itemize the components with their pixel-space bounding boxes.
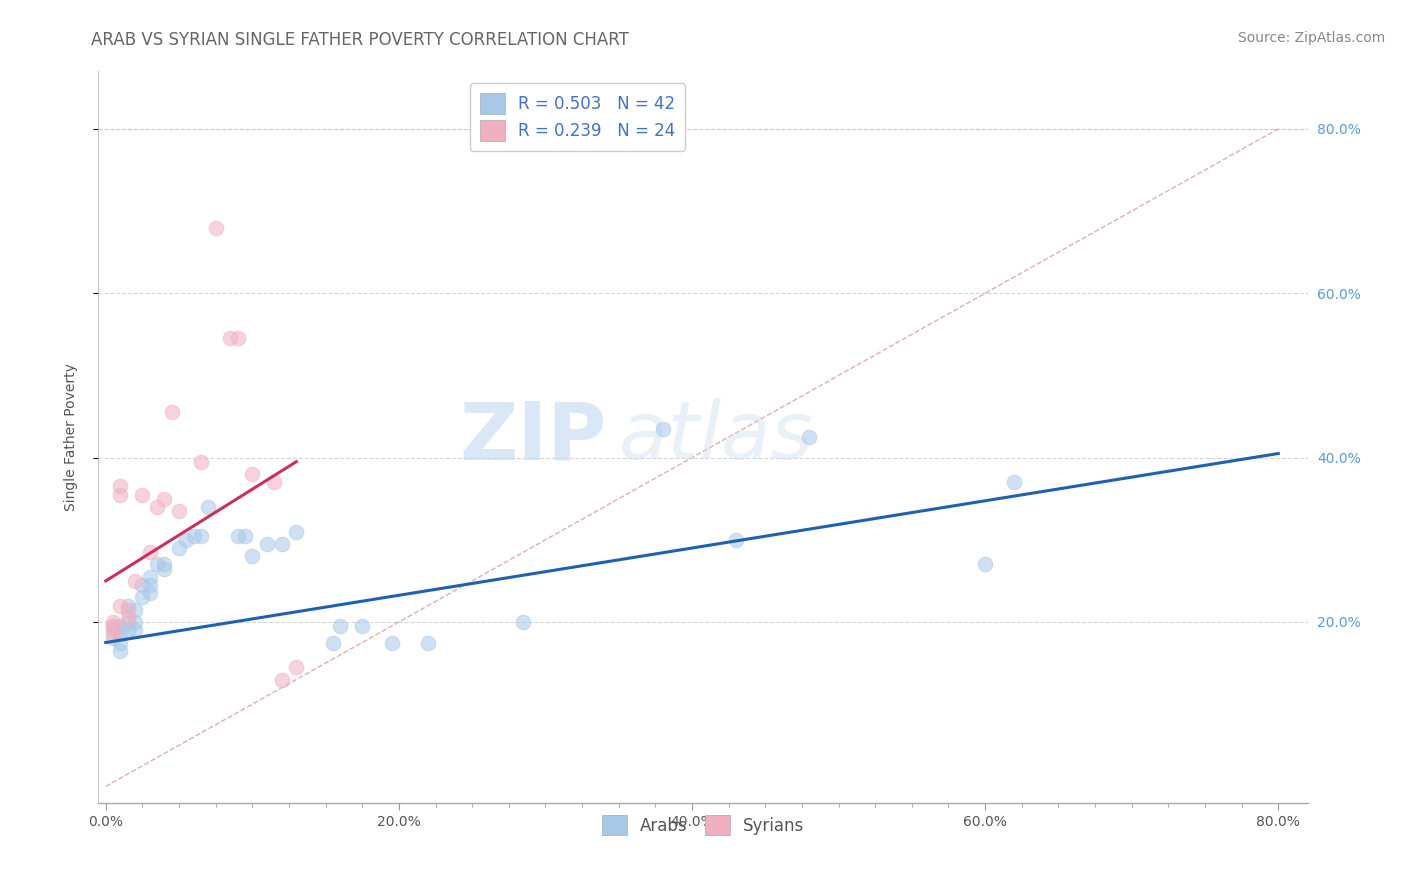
Point <box>219 331 242 345</box>
Point <box>101 632 124 646</box>
Point <box>131 578 153 592</box>
Point <box>110 627 132 641</box>
Point <box>101 627 124 641</box>
Point <box>322 635 344 649</box>
Legend: Arabs, Syrians: Arabs, Syrians <box>595 808 811 842</box>
Point <box>110 619 132 633</box>
Point <box>110 599 132 613</box>
Point <box>101 619 124 633</box>
Text: Source: ZipAtlas.com: Source: ZipAtlas.com <box>1237 31 1385 45</box>
Point <box>1004 475 1026 490</box>
Point <box>285 660 308 674</box>
Point <box>101 619 124 633</box>
Point <box>167 504 190 518</box>
Point <box>724 533 747 547</box>
Point <box>160 405 183 419</box>
Point <box>240 549 263 564</box>
Point <box>153 558 176 572</box>
Point <box>167 541 190 555</box>
Point <box>124 574 146 588</box>
Point <box>270 537 292 551</box>
Point <box>153 491 176 506</box>
Point <box>240 467 263 481</box>
Point <box>101 615 124 629</box>
Point <box>131 591 153 605</box>
Point <box>197 500 219 514</box>
Point <box>117 615 139 629</box>
Y-axis label: Single Father Poverty: Single Father Poverty <box>63 363 77 511</box>
Point <box>233 529 256 543</box>
Text: atlas: atlas <box>619 398 813 476</box>
Point <box>138 586 160 600</box>
Point <box>270 673 292 687</box>
Point <box>110 644 132 658</box>
Point <box>190 529 212 543</box>
Point <box>131 487 153 501</box>
Point <box>204 220 226 235</box>
Point <box>110 635 132 649</box>
Point <box>146 500 169 514</box>
Point <box>138 545 160 559</box>
Point <box>329 619 352 633</box>
Text: ZIP: ZIP <box>458 398 606 476</box>
Point <box>176 533 198 547</box>
Point <box>124 615 146 629</box>
Point <box>117 599 139 613</box>
Point <box>285 524 308 539</box>
Point <box>138 578 160 592</box>
Point <box>651 422 673 436</box>
Point <box>352 619 374 633</box>
Point <box>146 558 169 572</box>
Point <box>124 602 146 616</box>
Text: ARAB VS SYRIAN SINGLE FATHER POVERTY CORRELATION CHART: ARAB VS SYRIAN SINGLE FATHER POVERTY COR… <box>91 31 630 49</box>
Point <box>183 529 205 543</box>
Point <box>226 529 249 543</box>
Point <box>380 635 402 649</box>
Point <box>110 487 132 501</box>
Point <box>117 602 139 616</box>
Point <box>117 611 139 625</box>
Point <box>124 624 146 638</box>
Point <box>974 558 997 572</box>
Point <box>226 331 249 345</box>
Point <box>799 430 821 444</box>
Point <box>117 624 139 638</box>
Point <box>190 455 212 469</box>
Point <box>138 570 160 584</box>
Point <box>512 615 534 629</box>
Point <box>256 537 278 551</box>
Point <box>153 561 176 575</box>
Point <box>418 635 440 649</box>
Point <box>110 479 132 493</box>
Point <box>263 475 285 490</box>
Point <box>101 624 124 638</box>
